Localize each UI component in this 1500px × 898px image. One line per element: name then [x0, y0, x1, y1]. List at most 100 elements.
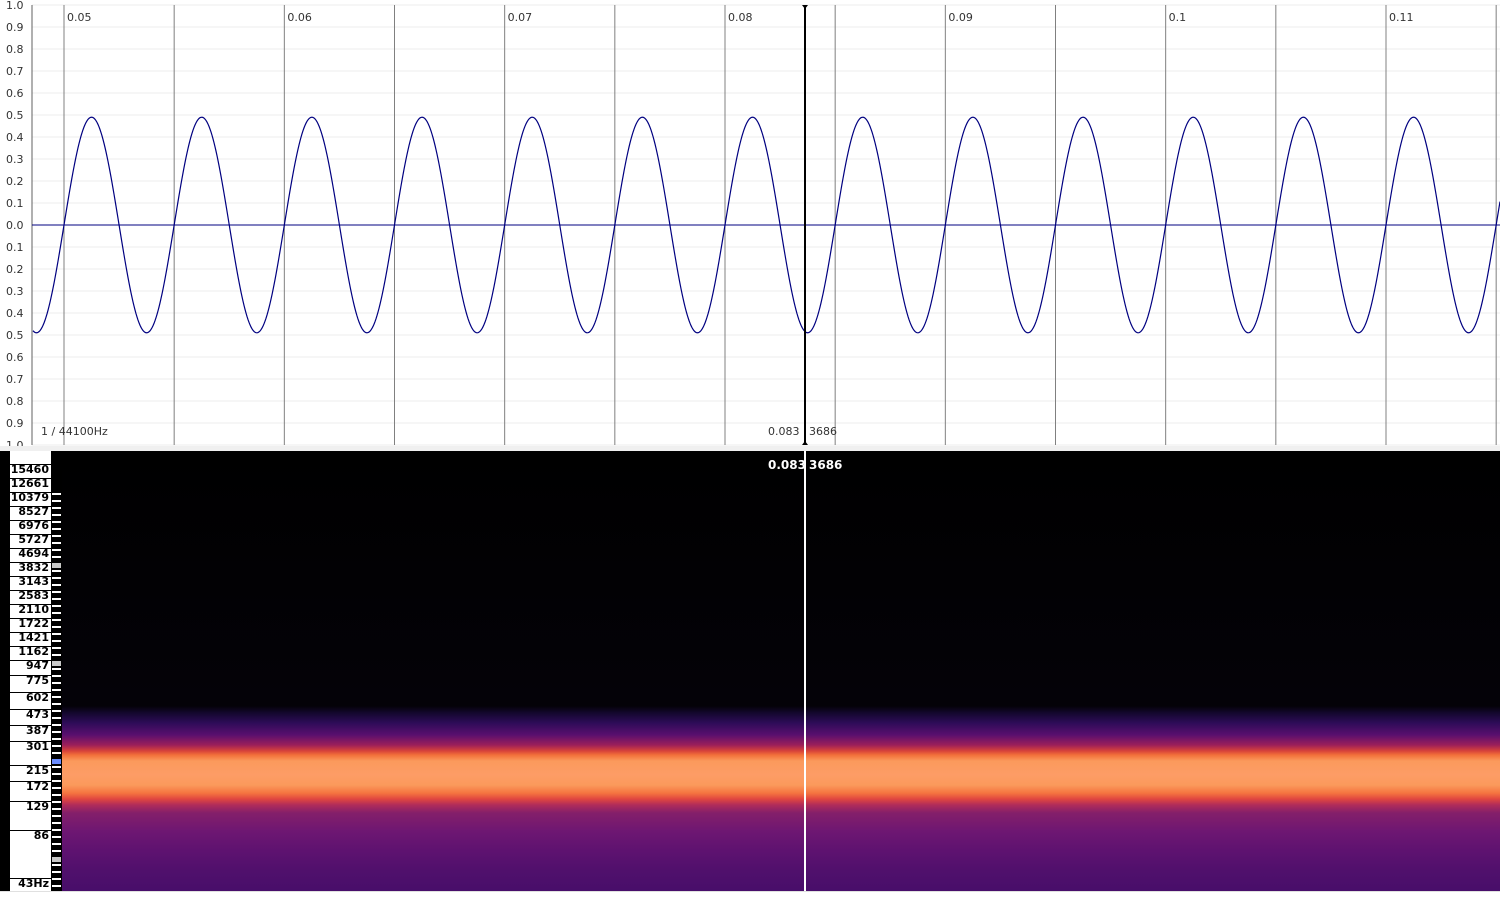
frequency-label: 4694: [18, 547, 49, 560]
amplitude-label: 0.2: [6, 263, 24, 276]
frequency-tick: [10, 632, 51, 633]
time-label: 0.08: [728, 11, 753, 24]
frequency-tick: [10, 604, 51, 605]
piano-key: [52, 619, 61, 621]
amplitude-label: 0.7: [6, 373, 24, 386]
wave-cursor-top-marker: [802, 5, 808, 9]
piano-key: [52, 612, 61, 614]
piano-key: [52, 731, 61, 733]
piano-key: [52, 745, 61, 747]
amplitude-label: 1.0: [6, 439, 24, 446]
piano-key: [52, 766, 61, 768]
spectrogram-image[interactable]: [62, 451, 1500, 891]
waveform-plot[interactable]: 1.0 0.9 0.8 0.7 0.6 0.5 0.4 0.3 0.2 0.1 0.0 0.1 0.2 0…: [0, 0, 1500, 446]
time-label: 0.1: [1169, 11, 1187, 24]
wave-cursor-bottom-marker: [802, 441, 808, 445]
frequency-tick: [10, 618, 51, 619]
spectrogram-cursor[interactable]: [804, 451, 806, 891]
frequency-label: 86: [33, 829, 49, 842]
piano-key: [52, 556, 61, 558]
time-label: 0.11: [1389, 11, 1414, 24]
frequency-tick: [10, 709, 51, 710]
spec-cursor-sample: 3686: [809, 458, 843, 472]
frequency-label: 1421: [18, 631, 49, 644]
frequency-axis: 15460 12661 10379 8527 6976 5727 4694 3832 3143 2…: [10, 451, 51, 891]
frequency-tick: [10, 520, 51, 521]
amplitude-label: 0.1: [6, 197, 24, 210]
time-label: 0.05: [67, 11, 92, 24]
frequency-tick: [10, 534, 51, 535]
frequency-tick: [10, 765, 51, 766]
frequency-tick: [10, 692, 51, 693]
frequency-label: 947: [26, 659, 49, 672]
waveform-trace: [32, 116, 1500, 334]
piano-key: [52, 822, 61, 824]
frequency-label: 2583: [18, 589, 49, 602]
piano-key: [52, 689, 61, 691]
amplitude-label: 0.6: [6, 351, 24, 364]
spectrogram-pane[interactable]: 15460 12661 10379 8527 6976 5727 4694 3832 3143 2…: [0, 451, 1500, 891]
frequency-tick: [10, 478, 51, 479]
frequency-tick: [10, 590, 51, 591]
piano-key: [52, 675, 61, 677]
frequency-tick: [10, 878, 51, 879]
sample-rate-label: 1 / 44100Hz: [41, 425, 108, 438]
piano-key: [52, 598, 61, 600]
amplitude-label: 0.7: [6, 65, 24, 78]
wave-cursor-sample: 3686: [809, 425, 837, 438]
time-label: 0.06: [287, 11, 312, 24]
amplitude-label: 0.3: [6, 153, 24, 166]
piano-key: [52, 549, 61, 551]
amplitude-label: 1.0: [6, 0, 24, 12]
amplitude-label: 0.3: [6, 285, 24, 298]
piano-key: [52, 577, 61, 579]
piano-key: [52, 815, 61, 817]
frequency-tick: [10, 576, 51, 577]
piano-key: [52, 724, 61, 726]
piano-key: [52, 871, 61, 873]
frequency-label: 1162: [18, 645, 49, 658]
frequency-label: 387: [26, 724, 49, 737]
piano-key: [52, 696, 61, 698]
piano-key: [52, 717, 61, 719]
amplitude-label: 0.5: [6, 109, 24, 122]
pane-divider[interactable]: [0, 446, 1500, 451]
piano-key: [52, 857, 61, 862]
piano-key: [52, 780, 61, 782]
frequency-label: 15460: [10, 463, 49, 476]
frequency-tick: [10, 646, 51, 647]
piano-key: [52, 535, 61, 537]
frequency-tick: [10, 562, 51, 563]
amplitude-label: 0.4: [6, 307, 24, 320]
piano-key: [52, 703, 61, 705]
time-label: 0.07: [508, 11, 532, 24]
piano-key: [52, 836, 61, 838]
frequency-label: 12661: [10, 477, 49, 490]
amplitude-label: 0.6: [6, 87, 24, 100]
frequency-label: 3143: [18, 575, 49, 588]
piano-key: [52, 738, 61, 740]
piano-key: [52, 668, 61, 670]
amplitude-label: 0.5: [6, 329, 24, 342]
piano-key: [52, 752, 61, 754]
frequency-label: 43Hz: [18, 877, 49, 890]
piano-keyboard-strip: [51, 451, 62, 891]
waveform-pane[interactable]: 1.0 0.9 0.8 0.7 0.6 0.5 0.4 0.3 0.2 0.1 0.0 0.1 0.2 0…: [0, 0, 1500, 446]
piano-key: [52, 563, 61, 568]
piano-key: [52, 850, 61, 852]
piano-key: [52, 605, 61, 607]
amplitude-label: 0.2: [6, 175, 24, 188]
piano-key: [52, 787, 61, 789]
piano-key: [52, 514, 61, 516]
time-label: 0.09: [948, 11, 973, 24]
piano-key: [52, 528, 61, 530]
piano-key: [52, 507, 61, 509]
amplitude-label: 0.0: [6, 219, 24, 232]
piano-key: [52, 829, 61, 831]
piano-key: [52, 773, 61, 775]
frequency-label: 129: [26, 800, 49, 813]
frequency-tick: [10, 801, 51, 802]
frequency-tick: [10, 741, 51, 742]
piano-key: [52, 647, 61, 649]
frequency-tick: [10, 675, 51, 676]
